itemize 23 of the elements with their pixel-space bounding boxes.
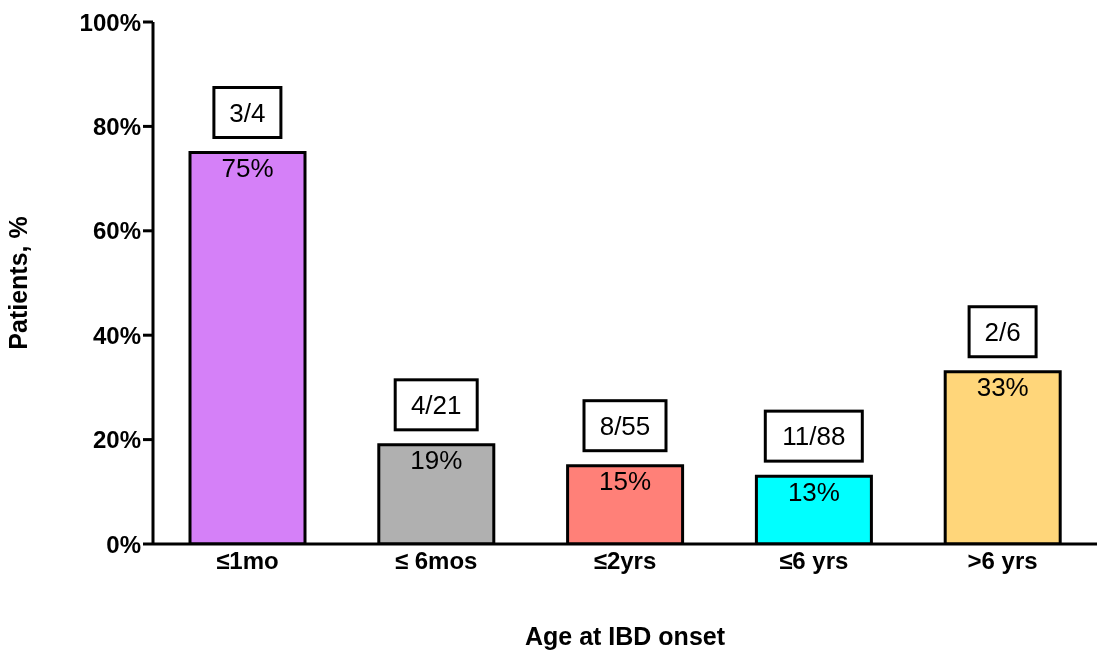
- annotation: 8/55: [599, 410, 651, 441]
- annotation: 11/88: [782, 421, 846, 452]
- y-tick-label: 60%: [92, 217, 141, 245]
- y-axis-title: Patients, %: [3, 216, 32, 350]
- data-label: 15%: [599, 466, 652, 497]
- x-tick-label: ≤6 yrs: [779, 547, 849, 575]
- x-tick-label: ≤ 6mos: [394, 547, 478, 575]
- y-tick-label: 20%: [92, 426, 141, 454]
- x-tick-label: >6 yrs: [967, 547, 1038, 575]
- x-axis-title: Age at IBD onset: [524, 622, 726, 650]
- y-tick-label: 0%: [106, 530, 141, 558]
- annotation: 3/4: [229, 97, 266, 128]
- x-tick-label: ≤2yrs: [593, 547, 657, 575]
- annotation: 2/6: [984, 316, 1021, 347]
- y-tick-label: 40%: [92, 321, 141, 349]
- data-label: 33%: [976, 372, 1029, 403]
- data-label: 75%: [221, 152, 274, 183]
- data-label: 19%: [410, 445, 463, 476]
- y-tick-label: 100%: [79, 8, 141, 36]
- annotation: 4/21: [410, 389, 462, 420]
- y-tick-label: 80%: [92, 112, 141, 140]
- data-label: 13%: [787, 476, 840, 507]
- x-tick-label: ≤1mo: [216, 547, 279, 575]
